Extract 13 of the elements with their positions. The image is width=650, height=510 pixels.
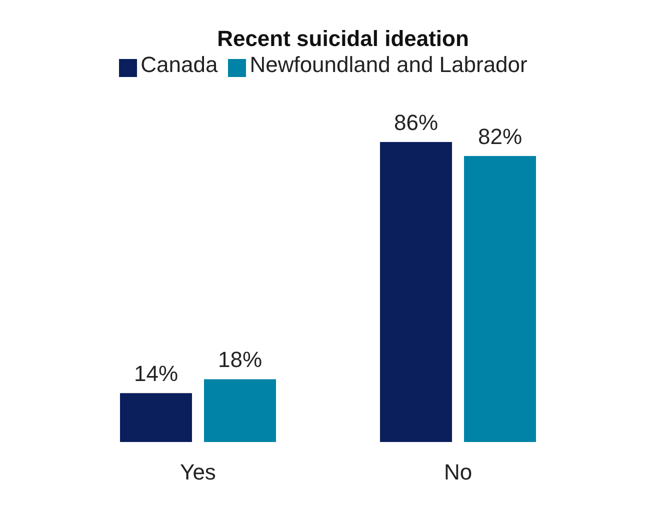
data-label: 82% [478, 124, 522, 149]
x-tick-label: Yes [180, 460, 216, 485]
data-label: 86% [394, 110, 438, 135]
bar [464, 156, 536, 442]
chart-title: Recent suicidal ideation [216, 26, 470, 52]
bar [120, 393, 192, 442]
bar [204, 379, 276, 442]
legend-label: Newfoundland and Labrador [250, 52, 528, 77]
legend-label: Canada [140, 52, 218, 77]
data-label: 14% [134, 361, 178, 386]
data-label: 18% [218, 347, 262, 372]
bar [380, 142, 452, 442]
x-tick-label: No [444, 460, 472, 485]
